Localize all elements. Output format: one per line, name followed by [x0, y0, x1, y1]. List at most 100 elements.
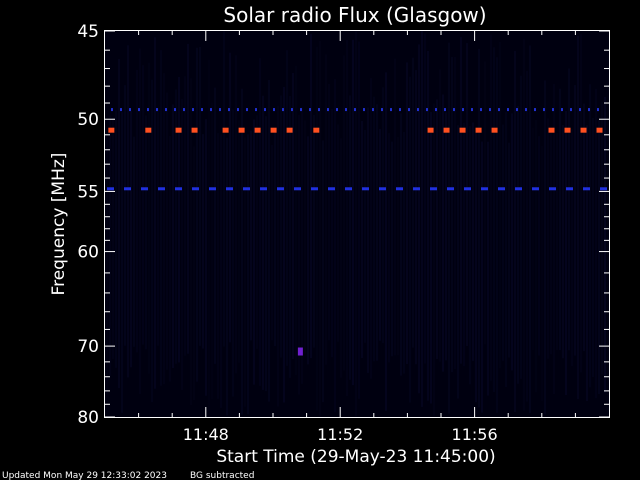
plot-frame	[104, 30, 610, 418]
band-dot	[111, 108, 113, 112]
band-dot	[489, 108, 491, 112]
interference-mark	[313, 127, 320, 133]
interference-mark	[270, 127, 277, 133]
band-dot	[192, 108, 194, 112]
interference-mark	[222, 127, 229, 133]
axis-ticks: 11:48 11:52 11:56 45 50 55 60 70 80	[77, 22, 609, 444]
band-mark	[226, 187, 233, 191]
band-mark	[192, 187, 199, 191]
interference-mark	[580, 127, 587, 133]
band-mark	[209, 187, 216, 191]
band-dot	[282, 108, 284, 112]
band-mark	[396, 187, 403, 191]
band-dot	[156, 108, 158, 112]
band-mark	[532, 187, 539, 191]
band-mark	[515, 187, 522, 191]
band-dot	[129, 108, 131, 112]
band-dot	[462, 108, 464, 112]
band-mark	[430, 187, 437, 191]
band-mark	[464, 187, 471, 191]
band-mark	[294, 187, 301, 191]
x-tick-label: 11:52	[317, 425, 363, 444]
band-dot	[183, 108, 185, 112]
band-dot	[471, 108, 473, 112]
y-tick-label: 55	[77, 182, 99, 202]
band-dot	[201, 108, 203, 112]
band-dot	[291, 108, 293, 112]
band-dot	[228, 108, 230, 112]
burst-mark	[297, 347, 303, 356]
interference-mark	[596, 127, 603, 133]
band-dot	[372, 108, 374, 112]
interference-mark	[145, 127, 152, 133]
band-dot	[255, 108, 257, 112]
band-dot	[561, 108, 563, 112]
interference-mark	[191, 127, 198, 133]
interference-mark	[491, 127, 498, 133]
band-dot	[390, 108, 392, 112]
interference-mark	[427, 127, 434, 133]
band-dot	[552, 108, 554, 112]
interference-mark	[175, 127, 182, 133]
interference-mark	[238, 127, 245, 133]
band-dot	[543, 108, 545, 112]
chart-title: Solar radio Flux (Glasgow)	[223, 3, 486, 27]
interference-mark	[443, 127, 450, 133]
band-dot	[444, 108, 446, 112]
band-dot	[516, 108, 518, 112]
band-mark	[311, 187, 318, 191]
band-dot	[264, 108, 266, 112]
band-dot	[417, 108, 419, 112]
band-dot	[246, 108, 248, 112]
band-mark	[345, 187, 352, 191]
y-tick-label: 70	[77, 337, 99, 357]
band-dot	[480, 108, 482, 112]
band-dot	[210, 108, 212, 112]
band-mark	[260, 187, 267, 191]
band-dot	[381, 108, 383, 112]
y-tick-label: 45	[77, 22, 99, 42]
band-mark	[481, 187, 488, 191]
band-mark	[379, 187, 386, 191]
band-dot	[498, 108, 500, 112]
interference-mark	[475, 127, 482, 133]
band-mark	[158, 187, 165, 191]
plot-background	[105, 31, 609, 417]
y-axis-label: Frequency [MHz]	[49, 153, 69, 296]
band-dot	[534, 108, 536, 112]
band-dot	[570, 108, 572, 112]
band-mark	[107, 187, 114, 191]
x-tick-label: 11:48	[183, 425, 229, 444]
band-dot	[345, 108, 347, 112]
band-mark	[243, 187, 250, 191]
band-mark	[566, 187, 573, 191]
band-dot	[399, 108, 401, 112]
band-mark	[362, 187, 369, 191]
band-mark	[124, 187, 131, 191]
plot-area	[105, 31, 609, 417]
band-dot	[174, 108, 176, 112]
band-mark	[413, 187, 420, 191]
band-dot	[327, 108, 329, 112]
band-mark	[583, 187, 590, 191]
y-tick-label: 60	[77, 243, 99, 263]
band-mark	[549, 187, 556, 191]
interference-mark	[286, 127, 293, 133]
band-mark	[498, 187, 505, 191]
interference-mark	[254, 127, 261, 133]
band-dot	[588, 108, 590, 112]
band-dot	[147, 108, 149, 112]
band-dot	[579, 108, 581, 112]
band-dot	[453, 108, 455, 112]
band-dot	[336, 108, 338, 112]
band-dot	[300, 108, 302, 112]
band-dot	[318, 108, 320, 112]
band-dot	[363, 108, 365, 112]
x-tick-label: 11:56	[452, 425, 498, 444]
footer-updated: Updated Mon May 29 12:33:02 2023	[2, 471, 167, 480]
band-dot	[408, 108, 410, 112]
band-dot	[435, 108, 437, 112]
band-dot	[165, 108, 167, 112]
band-mark	[141, 187, 148, 191]
